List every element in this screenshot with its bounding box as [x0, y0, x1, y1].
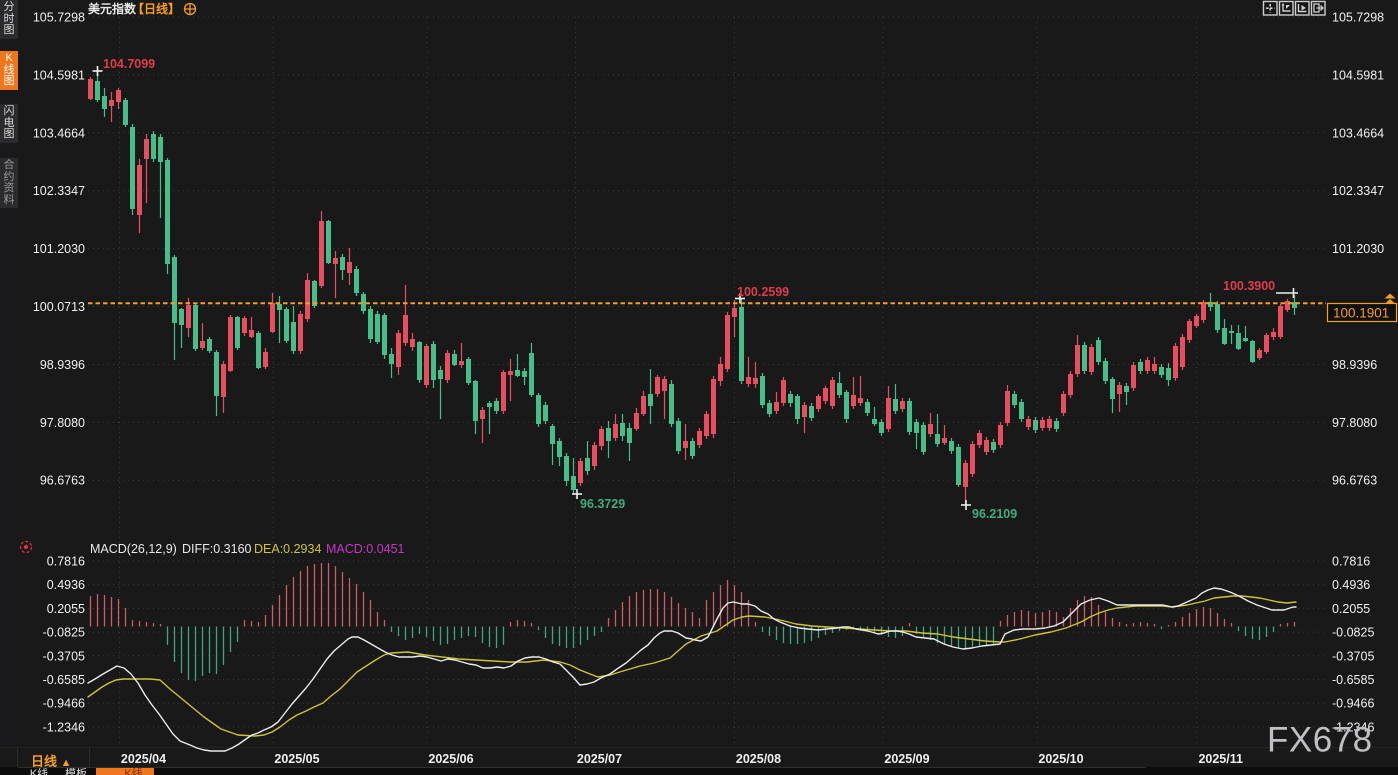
svg-text:2025/10: 2025/10 [1038, 752, 1083, 766]
svg-text:105.7298: 105.7298 [1332, 11, 1384, 25]
svg-text:100.1901: 100.1901 [1333, 306, 1389, 321]
svg-text:101.2030: 101.2030 [1332, 242, 1384, 256]
svg-text:2025/08: 2025/08 [736, 752, 781, 766]
svg-text:96.6763: 96.6763 [1332, 474, 1377, 488]
svg-text:104.5981: 104.5981 [33, 68, 85, 82]
svg-text:-0.9466: -0.9466 [43, 697, 85, 711]
svg-text:0.4936: 0.4936 [1332, 578, 1370, 592]
svg-text:100.2599: 100.2599 [737, 285, 789, 299]
svg-text:103.4664: 103.4664 [1332, 126, 1384, 140]
svg-text:-0.3705: -0.3705 [1332, 649, 1374, 663]
svg-text:0.7816: 0.7816 [1332, 555, 1370, 569]
svg-text:2025/06: 2025/06 [428, 752, 473, 766]
svg-text:-0.6585: -0.6585 [1332, 673, 1374, 687]
svg-text:100.3900: 100.3900 [1223, 279, 1275, 293]
svg-text:0.7816: 0.7816 [47, 555, 85, 569]
svg-text:-0.6585: -0.6585 [43, 673, 85, 687]
svg-text:96.2109: 96.2109 [972, 507, 1017, 521]
svg-text:-1.2346: -1.2346 [43, 720, 85, 734]
svg-text:97.8080: 97.8080 [1332, 416, 1377, 430]
svg-text:103.4664: 103.4664 [33, 126, 85, 140]
svg-text:101.2030: 101.2030 [33, 242, 85, 256]
svg-text:96.3729: 96.3729 [580, 497, 625, 511]
svg-text:104.7099: 104.7099 [103, 57, 155, 71]
svg-text:105.7298: 105.7298 [33, 11, 85, 25]
svg-text:MACD:0.0451: MACD:0.0451 [326, 542, 405, 556]
svg-text:96.6763: 96.6763 [40, 474, 85, 488]
svg-text:102.3347: 102.3347 [33, 184, 85, 198]
svg-text:100.0713: 100.0713 [33, 300, 85, 314]
svg-text:102.3347: 102.3347 [1332, 184, 1384, 198]
svg-text:0.2055: 0.2055 [47, 602, 85, 616]
svg-text:2025/11: 2025/11 [1198, 752, 1243, 766]
svg-text:DIFF:0.3160: DIFF:0.3160 [182, 542, 252, 556]
svg-text:-0.3705: -0.3705 [43, 649, 85, 663]
svg-text:2025/05: 2025/05 [274, 752, 319, 766]
svg-text:104.5981: 104.5981 [1332, 68, 1384, 82]
svg-text:FX678: FX678 [1267, 721, 1373, 760]
svg-text:【日线】: 【日线】 [132, 1, 180, 16]
svg-text:98.9396: 98.9396 [1332, 358, 1377, 372]
svg-text:MACD(26,12,9): MACD(26,12,9) [90, 542, 177, 556]
svg-text:-0.0825: -0.0825 [1332, 626, 1374, 640]
svg-text:2025/04: 2025/04 [121, 752, 166, 766]
svg-text:0.2055: 0.2055 [1332, 602, 1370, 616]
svg-text:97.8080: 97.8080 [40, 416, 85, 430]
svg-text:98.9396: 98.9396 [40, 358, 85, 372]
svg-text:-1.2346: -1.2346 [1332, 720, 1374, 734]
svg-text:-0.0825: -0.0825 [43, 626, 85, 640]
svg-text:-0.9466: -0.9466 [1332, 697, 1374, 711]
svg-text:2025/09: 2025/09 [884, 752, 929, 766]
svg-text:DEA:0.2934: DEA:0.2934 [254, 542, 321, 556]
svg-text:2025/07: 2025/07 [577, 752, 622, 766]
svg-text:美元指数: 美元指数 [88, 1, 137, 16]
svg-text:0.4936: 0.4936 [47, 578, 85, 592]
